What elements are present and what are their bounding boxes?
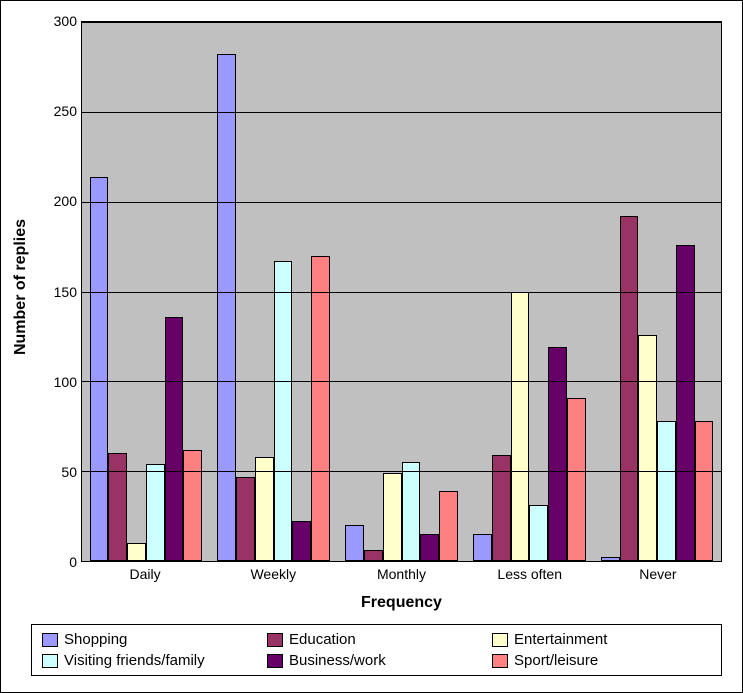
bar bbox=[402, 462, 421, 561]
legend-label: Shopping bbox=[64, 631, 127, 648]
legend-label: Business/work bbox=[289, 652, 386, 669]
legend-item: Visiting friends/family bbox=[42, 652, 261, 669]
y-tick-label: 0 bbox=[41, 554, 77, 570]
legend-label: Sport/leisure bbox=[514, 652, 598, 669]
bar bbox=[127, 543, 146, 561]
legend-swatch bbox=[42, 633, 58, 647]
legend-item: Education bbox=[267, 631, 486, 648]
legend-swatch bbox=[492, 633, 508, 647]
bar bbox=[657, 421, 676, 561]
bar bbox=[236, 477, 255, 561]
bar bbox=[383, 473, 402, 561]
legend-item: Sport/leisure bbox=[492, 652, 711, 669]
x-axis-title: Frequency bbox=[81, 594, 722, 612]
bar bbox=[292, 521, 311, 561]
bar bbox=[165, 317, 184, 561]
bar bbox=[217, 54, 236, 561]
y-tick-label: 150 bbox=[41, 284, 77, 300]
bar bbox=[90, 177, 109, 561]
gridline bbox=[82, 471, 721, 472]
bar bbox=[601, 557, 620, 561]
bar bbox=[364, 550, 383, 561]
bar bbox=[529, 505, 548, 561]
x-tick-label: Less often bbox=[466, 566, 594, 588]
legend-swatch bbox=[492, 654, 508, 668]
x-tick-label: Monthly bbox=[337, 566, 465, 588]
bar bbox=[548, 347, 567, 561]
bar bbox=[638, 335, 657, 561]
y-tick-label: 50 bbox=[41, 464, 77, 480]
bar bbox=[439, 491, 458, 561]
x-tick-label: Weekly bbox=[209, 566, 337, 588]
bar bbox=[274, 261, 293, 561]
bar bbox=[108, 453, 127, 561]
x-axis-labels: DailyWeeklyMonthlyLess oftenNever bbox=[81, 566, 722, 588]
y-tick-label: 200 bbox=[41, 193, 77, 209]
bar bbox=[146, 464, 165, 561]
gridline bbox=[82, 202, 721, 203]
bar bbox=[255, 457, 274, 561]
legend-item: Shopping bbox=[42, 631, 261, 648]
legend-label: Visiting friends/family bbox=[64, 652, 205, 669]
legend-label: Education bbox=[289, 631, 356, 648]
y-axis-title: Number of replies bbox=[12, 218, 30, 354]
bar bbox=[695, 421, 714, 561]
bar bbox=[311, 256, 330, 561]
bar bbox=[620, 216, 639, 561]
x-tick-label: Never bbox=[594, 566, 722, 588]
bar bbox=[420, 534, 439, 561]
plot-area bbox=[81, 21, 722, 562]
chart-container: Number of replies 0 50 100 150 200 250 300 Dai… bbox=[11, 11, 732, 682]
gridline bbox=[82, 292, 721, 293]
legend-item: Entertainment bbox=[492, 631, 711, 648]
x-tick-label: Daily bbox=[81, 566, 209, 588]
bar bbox=[345, 525, 364, 561]
y-tick-label: 250 bbox=[41, 103, 77, 119]
bar bbox=[567, 398, 586, 561]
bar bbox=[511, 292, 530, 562]
gridline bbox=[82, 381, 721, 382]
legend-label: Entertainment bbox=[514, 631, 607, 648]
y-axis-title-container: Number of replies bbox=[7, 11, 35, 562]
gridline bbox=[82, 22, 721, 23]
bar bbox=[183, 450, 202, 561]
y-tick-label: 300 bbox=[41, 13, 77, 29]
legend-item: Business/work bbox=[267, 652, 486, 669]
legend-swatch bbox=[267, 654, 283, 668]
y-axis-labels: 050100150200250300 bbox=[41, 21, 77, 562]
y-tick-label: 100 bbox=[41, 374, 77, 390]
legend-swatch bbox=[42, 654, 58, 668]
chart-frame: Number of replies 0 50 100 150 200 250 300 Dai… bbox=[0, 0, 743, 693]
legend-swatch bbox=[267, 633, 283, 647]
legend: Shopping Education Entertainment Visiting f… bbox=[31, 624, 722, 676]
gridline bbox=[82, 112, 721, 113]
bar bbox=[473, 534, 492, 561]
